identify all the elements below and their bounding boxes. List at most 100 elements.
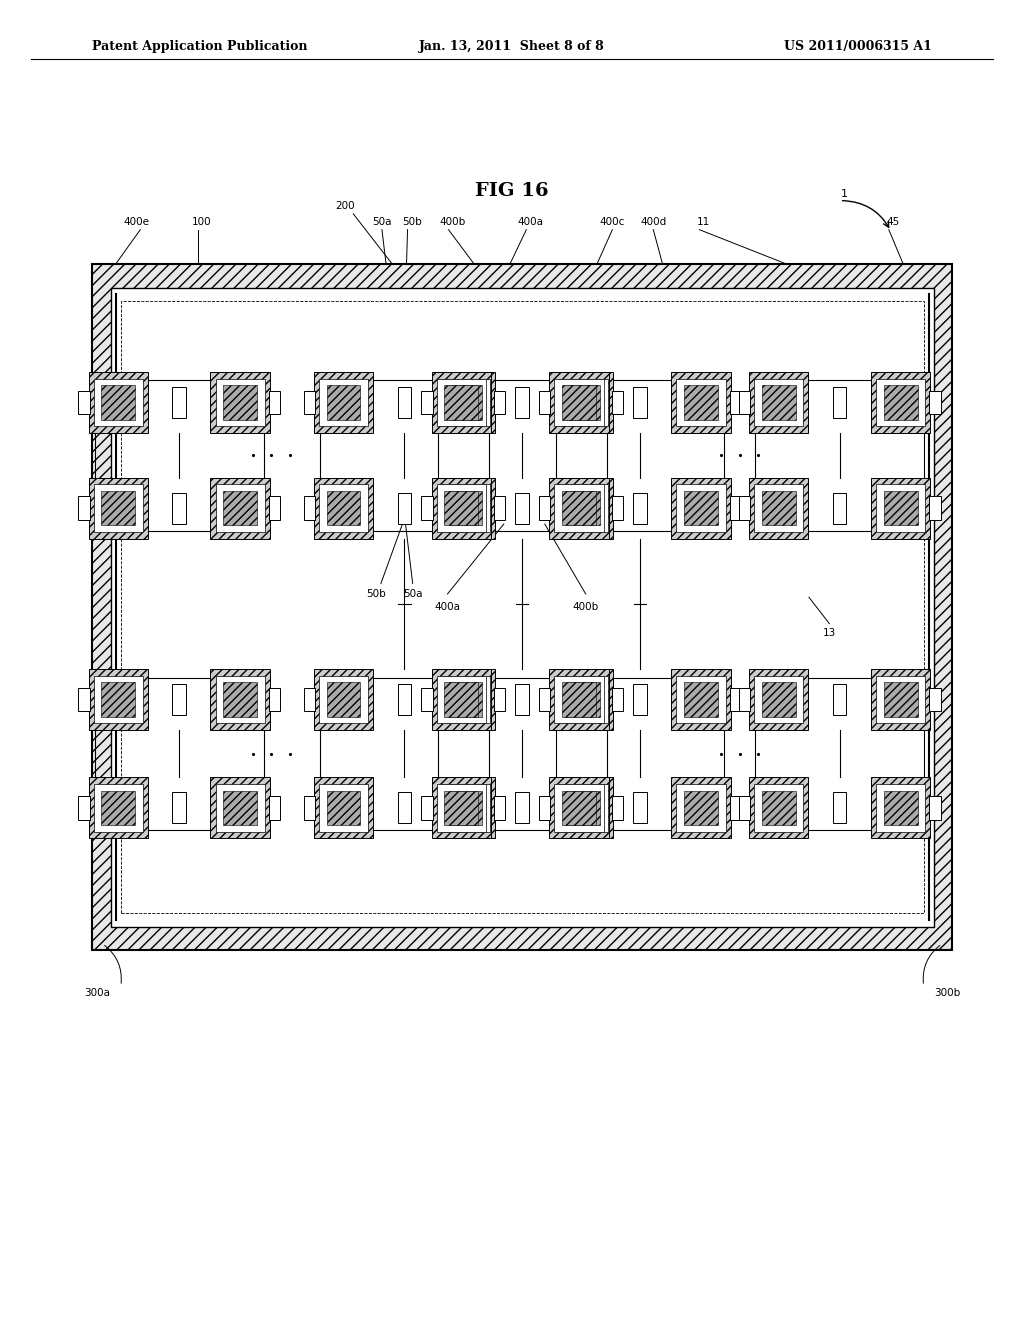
Bar — [672, 478, 731, 539]
Bar — [833, 792, 847, 824]
Bar — [870, 478, 930, 539]
Bar — [540, 496, 551, 520]
Bar — [327, 491, 360, 525]
Text: 100: 100 — [191, 216, 212, 227]
Bar — [739, 688, 750, 711]
Bar — [739, 796, 750, 820]
Bar — [755, 678, 924, 830]
Bar — [215, 676, 264, 723]
Bar — [303, 496, 315, 520]
Bar — [930, 688, 940, 711]
Bar — [884, 491, 918, 525]
Bar — [268, 796, 281, 820]
Bar — [432, 669, 492, 730]
Bar — [884, 682, 918, 717]
Text: 1: 1 — [842, 189, 848, 199]
Text: 400a: 400a — [434, 602, 461, 612]
Bar — [88, 777, 147, 838]
Bar — [101, 491, 135, 525]
Text: US 2011/0006315 A1: US 2011/0006315 A1 — [784, 40, 932, 53]
Bar — [444, 682, 478, 717]
Bar — [319, 380, 489, 531]
Bar — [833, 684, 847, 715]
Bar — [111, 288, 934, 927]
Bar — [319, 678, 489, 830]
Bar — [327, 791, 360, 825]
Text: 400e: 400e — [123, 216, 150, 227]
Bar — [566, 791, 600, 825]
Bar — [313, 372, 373, 433]
Bar — [515, 792, 529, 824]
Bar — [444, 791, 478, 825]
Bar — [172, 684, 186, 715]
Text: 300a: 300a — [84, 987, 111, 998]
Bar — [436, 676, 485, 723]
Bar — [566, 385, 600, 420]
Bar — [612, 796, 623, 820]
Bar — [449, 491, 482, 525]
Bar — [676, 379, 725, 426]
Text: 400b: 400b — [572, 602, 599, 612]
Bar — [88, 372, 147, 433]
Bar — [553, 777, 612, 838]
Bar — [559, 379, 608, 426]
Bar — [449, 682, 482, 717]
Bar — [101, 385, 135, 420]
Bar — [444, 491, 478, 525]
Bar — [876, 784, 926, 832]
Bar — [215, 379, 264, 426]
Bar — [436, 669, 496, 730]
Bar — [684, 791, 718, 825]
Bar — [94, 676, 143, 723]
Bar — [876, 379, 926, 426]
Bar — [749, 669, 809, 730]
Text: FIG 16: FIG 16 — [475, 182, 549, 201]
Bar — [397, 387, 412, 418]
Bar — [303, 796, 315, 820]
Bar — [432, 478, 492, 539]
Bar — [215, 784, 264, 832]
Bar — [672, 669, 731, 730]
Bar — [101, 682, 135, 717]
Bar — [223, 791, 257, 825]
Bar — [319, 484, 369, 532]
Bar — [553, 669, 612, 730]
Text: 400d: 400d — [640, 216, 667, 227]
Bar — [438, 678, 606, 830]
Bar — [327, 385, 360, 420]
Bar — [555, 784, 604, 832]
Text: 400b: 400b — [439, 216, 466, 227]
Bar — [729, 796, 741, 820]
Text: 13: 13 — [823, 628, 836, 638]
Bar — [754, 484, 803, 532]
Text: Patent Application Publication: Patent Application Publication — [92, 40, 307, 53]
Bar — [495, 688, 506, 711]
Bar — [762, 491, 796, 525]
Bar — [749, 777, 809, 838]
Bar — [754, 676, 803, 723]
Bar — [549, 372, 608, 433]
Bar — [729, 688, 741, 711]
Bar — [870, 777, 930, 838]
Bar — [684, 682, 718, 717]
Bar — [555, 484, 604, 532]
Bar — [515, 492, 529, 524]
Text: 11: 11 — [697, 216, 710, 227]
Bar — [94, 484, 143, 532]
Bar — [515, 684, 529, 715]
Bar — [436, 372, 496, 433]
Bar — [566, 491, 600, 525]
Bar — [440, 676, 489, 723]
Bar — [676, 484, 725, 532]
Bar — [449, 385, 482, 420]
Bar — [739, 391, 750, 414]
Bar — [555, 676, 604, 723]
Bar — [762, 791, 796, 825]
Bar — [327, 682, 360, 717]
Bar — [755, 380, 924, 531]
Bar — [172, 492, 186, 524]
Bar — [211, 372, 270, 433]
Bar — [438, 380, 606, 531]
Bar — [762, 682, 796, 717]
Bar — [422, 688, 432, 711]
